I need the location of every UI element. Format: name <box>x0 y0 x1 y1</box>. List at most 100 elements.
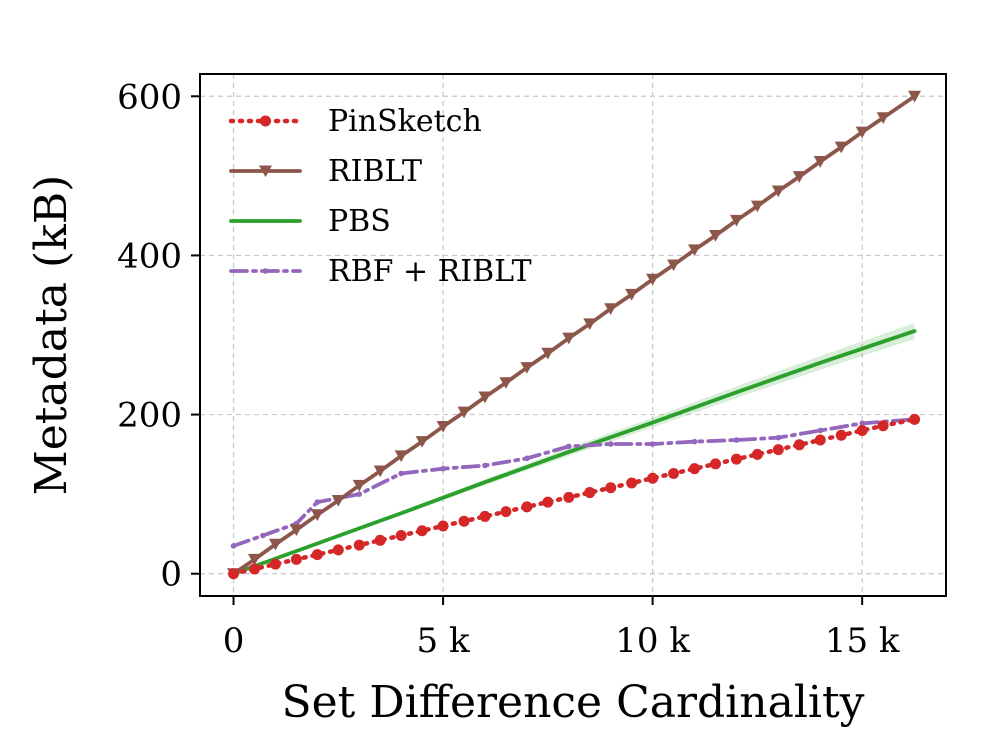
data-point <box>500 506 512 518</box>
series-line <box>231 417 917 548</box>
data-point <box>859 420 865 427</box>
data-point <box>478 391 492 404</box>
data-point <box>834 141 848 154</box>
data-point <box>708 230 722 242</box>
legend-label: RIBLT <box>328 154 422 189</box>
data-point <box>290 553 302 565</box>
legend-item: RBF + RIBLT <box>229 254 532 289</box>
data-point <box>520 362 534 374</box>
data-point <box>877 420 889 432</box>
legend-label: RBF + RIBLT <box>328 254 532 289</box>
data-point <box>458 515 470 527</box>
series-line <box>231 329 917 576</box>
data-point <box>772 444 784 456</box>
tick-layer: 0 5 k 10 k 15 k 0 200 400 600 <box>117 77 900 661</box>
data-point <box>230 543 237 549</box>
data-point <box>260 532 266 539</box>
data-point <box>813 156 827 168</box>
x-tick-label: 10 k <box>615 621 690 661</box>
data-point <box>751 448 763 460</box>
data-point <box>563 491 575 503</box>
data-point <box>584 487 596 499</box>
legend-label: PBS <box>328 204 391 239</box>
data-point <box>542 496 554 508</box>
data-point <box>729 214 743 227</box>
series-layer <box>227 90 922 580</box>
data-point <box>792 171 806 183</box>
data-point <box>394 450 408 463</box>
data-point <box>688 244 702 257</box>
data-point <box>353 539 365 551</box>
data-point <box>374 534 386 546</box>
series-pbs <box>231 329 917 576</box>
x-tick-label: 5 k <box>417 621 470 661</box>
series-riblt <box>227 90 922 580</box>
data-point <box>625 288 639 301</box>
data-point <box>667 259 681 272</box>
data-point <box>289 524 303 537</box>
data-point <box>373 465 387 478</box>
series-pinsketch <box>228 413 921 580</box>
data-point <box>814 434 826 446</box>
data-point <box>437 520 449 532</box>
data-point <box>356 491 363 497</box>
data-point <box>566 443 572 450</box>
y-axis-title: Metadata (kB) <box>26 175 77 496</box>
data-point <box>626 477 638 489</box>
data-point <box>583 318 597 331</box>
data-point <box>310 509 324 522</box>
legend: PinSketch RIBLT PBS RBF + RIBLT <box>228 104 532 289</box>
data-point <box>733 437 740 443</box>
data-point <box>314 499 321 505</box>
data-point <box>352 479 366 492</box>
legend-marker <box>259 165 272 178</box>
legend-item: PBS <box>229 204 391 239</box>
data-point <box>689 463 701 475</box>
data-point <box>247 553 261 566</box>
data-point <box>668 467 680 479</box>
data-point <box>457 406 471 419</box>
data-point <box>605 482 617 494</box>
data-point <box>398 470 404 477</box>
data-point <box>909 413 921 425</box>
data-point <box>269 558 281 570</box>
data-point <box>248 563 260 575</box>
y-tick-label: 400 <box>117 236 182 276</box>
data-point <box>771 185 785 198</box>
data-point <box>709 458 721 470</box>
legend-marker <box>262 268 269 274</box>
x-axis-title: Set Difference Cardinality <box>282 677 865 728</box>
data-point <box>604 303 618 315</box>
y-tick-label: 0 <box>160 555 182 595</box>
series-rbf-riblt <box>230 416 918 549</box>
data-point <box>395 530 407 542</box>
data-point <box>562 332 576 345</box>
data-point <box>908 90 922 103</box>
data-point <box>793 439 805 451</box>
data-point <box>855 126 869 139</box>
data-point <box>479 510 491 522</box>
x-tick-label: 15 k <box>825 621 900 661</box>
data-point <box>331 494 345 507</box>
y-tick-label: 600 <box>117 77 182 117</box>
data-point <box>482 462 488 469</box>
data-point <box>499 377 513 389</box>
data-point <box>436 420 450 433</box>
x-tick-label: 0 <box>223 621 245 661</box>
data-point <box>311 549 323 561</box>
data-point <box>647 472 659 484</box>
data-point <box>876 112 890 124</box>
data-point <box>521 501 533 513</box>
legend-label: PinSketch <box>328 104 482 139</box>
data-point <box>228 568 240 580</box>
data-point <box>835 429 847 441</box>
data-point <box>750 200 764 213</box>
data-point <box>541 347 555 360</box>
data-point <box>817 427 824 434</box>
y-tick-label: 200 <box>117 396 182 436</box>
data-point <box>332 544 344 556</box>
data-point <box>440 465 446 472</box>
data-point <box>775 434 782 441</box>
legend-marker <box>260 115 271 127</box>
data-point <box>268 538 282 551</box>
